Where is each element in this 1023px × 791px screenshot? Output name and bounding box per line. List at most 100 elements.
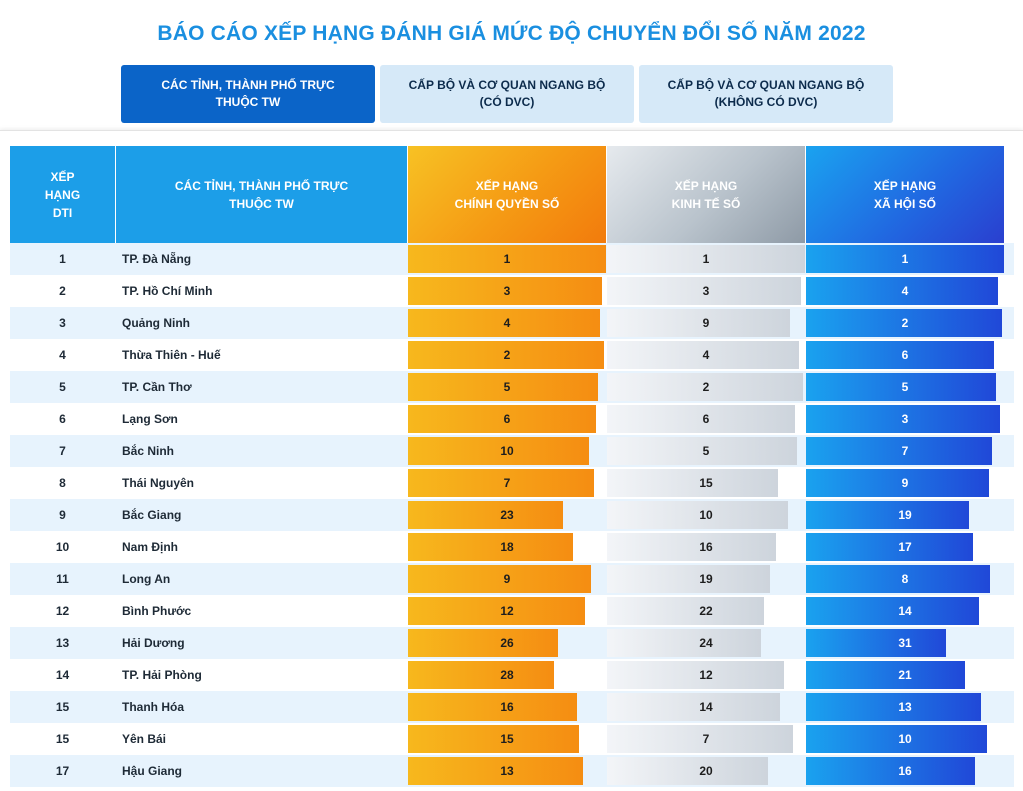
table-row[interactable]: 10 Nam Định 18 16 17 (10, 531, 1014, 563)
row-province-name: Hải Dương (122, 636, 185, 650)
row-digital-society-bar-track: 7 (806, 437, 1004, 465)
row-digital-economy-bar: 15 (607, 469, 778, 497)
table-row[interactable]: 17 Hậu Giang 13 20 16 (10, 755, 1014, 787)
row-digital-government-bar-value: 28 (500, 668, 514, 682)
row-digital-economy-bar-track: 15 (607, 469, 805, 497)
header-digital-economy-rank[interactable]: XẾP HẠNG KINH TẾ SỐ (607, 146, 805, 243)
row-digital-government-bar-value: 10 (500, 444, 514, 458)
row-digital-economy-bar: 3 (607, 277, 801, 305)
row-digital-economy-bar-value: 14 (699, 700, 713, 714)
header-digital-government-rank[interactable]: XẾP HẠNG CHÍNH QUYỀN SỐ (408, 146, 606, 243)
row-dti-rank: 1 (59, 252, 66, 266)
row-digital-economy-bar-value: 22 (699, 604, 713, 618)
table-row[interactable]: 13 Hải Dương 26 24 31 (10, 627, 1014, 659)
row-digital-government-bar: 28 (408, 661, 554, 689)
row-digital-economy-bar-value: 5 (702, 444, 710, 458)
row-digital-society-bar-value: 14 (898, 604, 912, 618)
row-province-name: TP. Đà Nẵng (122, 252, 192, 266)
row-digital-government-bar: 4 (408, 309, 600, 337)
table-body: 1 TP. Đà Nẵng 1 1 1 2 TP. Hồ Chí Minh 3 3 4 3 Quảng… (10, 243, 1014, 787)
table-row[interactable]: 5 TP. Cần Thơ 5 2 5 (10, 371, 1014, 403)
row-digital-society-bar-value: 13 (898, 700, 912, 714)
header-dti-rank-line1: XẾP (50, 169, 75, 184)
row-digital-economy-bar-value: 24 (699, 636, 713, 650)
row-digital-economy-bar-track: 10 (607, 501, 805, 529)
row-digital-economy-bar: 4 (607, 341, 799, 369)
tab-ministries-with-dvc-line1: CẤP BỘ VÀ CƠ QUAN NGANG BỘ (408, 78, 606, 92)
table-row[interactable]: 3 Quảng Ninh 4 9 2 (10, 307, 1014, 339)
row-digital-government-bar: 13 (408, 757, 583, 785)
row-digital-economy-bar: 5 (607, 437, 797, 465)
row-digital-government-bar: 18 (408, 533, 573, 561)
tab-provinces[interactable]: CÁC TỈNH, THÀNH PHỐ TRỰC THUỘC TW (121, 65, 375, 123)
row-digital-government-bar-value: 18 (500, 540, 514, 554)
row-province-name: Long An (122, 572, 171, 586)
row-digital-society-bar-track: 21 (806, 661, 1004, 689)
table-row[interactable]: 7 Bắc Ninh 10 5 7 (10, 435, 1014, 467)
row-digital-government-bar-track: 1 (408, 245, 606, 273)
row-digital-society-bar: 1 (806, 245, 1004, 273)
header-province-name[interactable]: CÁC TỈNH, THÀNH PHỐ TRỰC THUỘC TW (116, 146, 407, 243)
row-dti-rank: 7 (59, 444, 66, 458)
tab-ministries-with-dvc-line2: (CÓ DVC) (479, 95, 535, 109)
table-row[interactable]: 1 TP. Đà Nẵng 1 1 1 (10, 243, 1014, 275)
header-digital-society-line2: XÃ HỘI SỐ (873, 196, 936, 211)
row-digital-economy-bar-track: 9 (607, 309, 805, 337)
header-digital-society-rank[interactable]: XẾP HẠNG XÃ HỘI SỐ (806, 146, 1004, 243)
row-digital-economy-bar-track: 3 (607, 277, 805, 305)
row-dti-rank: 9 (59, 508, 66, 522)
row-digital-government-bar-value: 3 (503, 284, 511, 298)
row-dti-rank: 2 (59, 284, 66, 298)
row-province-name: TP. Hải Phòng (122, 668, 202, 682)
table-row[interactable]: 15 Yên Bái 15 7 10 (10, 723, 1014, 755)
table-header: XẾP HẠNG DTI CÁC TỈNH, THÀNH PHỐ TRỰC TH… (10, 146, 1014, 243)
row-province-name: Thái Nguyên (122, 476, 195, 490)
table-row[interactable]: 9 Bắc Giang 23 10 19 (10, 499, 1014, 531)
row-digital-society-bar: 9 (806, 469, 989, 497)
row-province-name: Bình Phước (122, 604, 192, 618)
tab-ministries-with-dvc[interactable]: CẤP BỘ VÀ CƠ QUAN NGANG BỘ (CÓ DVC) (380, 65, 634, 123)
tab-ministries-without-dvc-line2: (KHÔNG CÓ DVC) (714, 95, 818, 109)
row-digital-government-bar: 26 (408, 629, 558, 657)
row-digital-economy-bar-value: 15 (699, 476, 713, 490)
table-row[interactable]: 11 Long An 9 19 8 (10, 563, 1014, 595)
row-digital-economy-bar-track: 19 (607, 565, 805, 593)
row-digital-society-bar-track: 3 (806, 405, 1004, 433)
row-digital-government-bar-value: 12 (500, 604, 514, 618)
table-row[interactable]: 12 Bình Phước 12 22 14 (10, 595, 1014, 627)
table-row[interactable]: 8 Thái Nguyên 7 15 9 (10, 467, 1014, 499)
tab-ministries-without-dvc[interactable]: CẤP BỘ VÀ CƠ QUAN NGANG BỘ (KHÔNG CÓ DVC… (639, 65, 893, 123)
table-row[interactable]: 6 Lạng Sơn 6 6 3 (10, 403, 1014, 435)
row-digital-economy-bar-track: 2 (607, 373, 805, 401)
row-digital-economy-bar-track: 4 (607, 341, 805, 369)
row-digital-society-bar-value: 19 (898, 508, 912, 522)
row-digital-society-bar: 7 (806, 437, 992, 465)
row-digital-economy-bar-track: 7 (607, 725, 805, 753)
header-dti-rank-line2: HẠNG (44, 187, 81, 202)
row-digital-economy-bar: 14 (607, 693, 780, 721)
row-dti-rank: 4 (59, 348, 66, 362)
row-digital-society-bar-value: 7 (901, 444, 909, 458)
row-digital-society-bar-track: 1 (806, 245, 1004, 273)
row-digital-government-bar: 10 (408, 437, 589, 465)
row-digital-government-bar-value: 26 (500, 636, 514, 650)
table-row[interactable]: 15 Thanh Hóa 16 14 13 (10, 691, 1014, 723)
row-digital-economy-bar: 7 (607, 725, 793, 753)
row-dti-rank: 11 (56, 572, 69, 586)
row-digital-government-bar-track: 6 (408, 405, 606, 433)
header-dti-rank[interactable]: XẾP HẠNG DTI (10, 146, 115, 243)
row-digital-society-bar-track: 14 (806, 597, 1004, 625)
table-row[interactable]: 4 Thừa Thiên - Huế 2 4 6 (10, 339, 1014, 371)
row-digital-government-bar-track: 16 (408, 693, 606, 721)
row-digital-society-bar-track: 6 (806, 341, 1004, 369)
row-digital-government-bar-track: 15 (408, 725, 606, 753)
row-digital-government-bar: 5 (408, 373, 598, 401)
row-digital-society-bar-track: 5 (806, 373, 1004, 401)
row-digital-society-bar: 6 (806, 341, 994, 369)
row-digital-government-bar: 12 (408, 597, 585, 625)
row-digital-society-bar-value: 3 (901, 412, 909, 426)
row-digital-government-bar-track: 5 (408, 373, 606, 401)
row-digital-government-bar-value: 15 (500, 732, 514, 746)
table-row[interactable]: 2 TP. Hồ Chí Minh 3 3 4 (10, 275, 1014, 307)
table-row[interactable]: 14 TP. Hải Phòng 28 12 21 (10, 659, 1014, 691)
